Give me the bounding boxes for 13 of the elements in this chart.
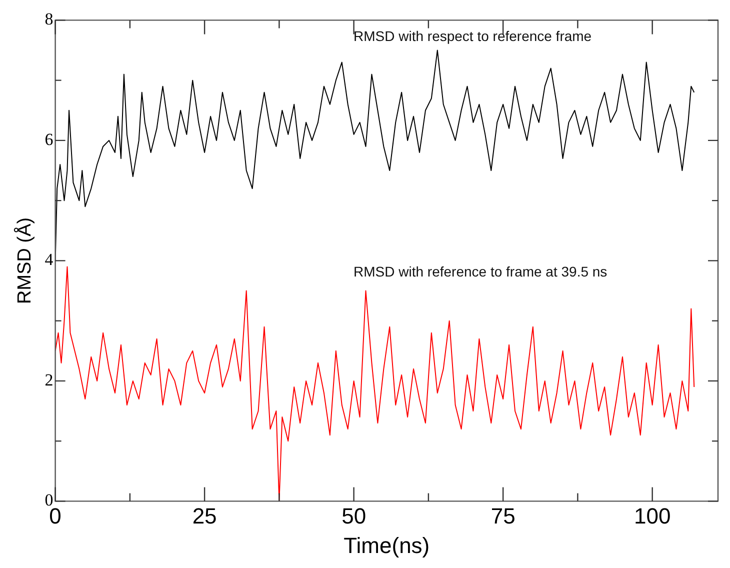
x-tick-label: 50 — [342, 503, 366, 528]
y-tick-label: 8 — [44, 10, 54, 29]
x-tick-label: 75 — [490, 503, 516, 528]
y-tick-label: 6 — [44, 130, 54, 149]
series-label: RMSD with reference to frame at 39.5 ns — [354, 264, 608, 280]
y-tick-label: 4 — [44, 250, 54, 270]
x-tick-label: 25 — [192, 503, 217, 528]
y-axis-title: RMSD (Å) — [14, 217, 36, 304]
x-tick-label: 100 — [634, 503, 671, 528]
y-tick-label: 2 — [44, 370, 54, 390]
y-tick-label: 0 — [44, 490, 54, 510]
x-axis-title: Time(ns) — [344, 532, 430, 558]
series-label: RMSD with respect to reference frame — [354, 28, 592, 44]
